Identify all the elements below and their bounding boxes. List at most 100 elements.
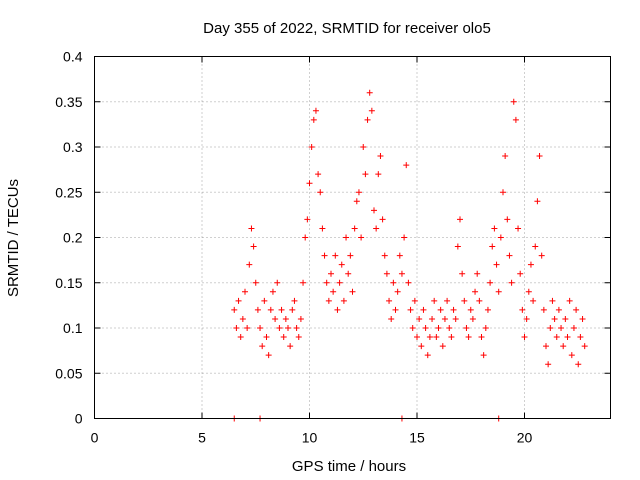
- data-point: [414, 334, 420, 341]
- data-point: [242, 288, 248, 295]
- y-tick-label: 0.4: [63, 49, 83, 65]
- data-point: [351, 225, 358, 232]
- data-point: [405, 279, 412, 286]
- data-point: [285, 325, 291, 331]
- data-point: [444, 297, 451, 304]
- data-point: [267, 306, 274, 313]
- data-point: [280, 334, 287, 341]
- data-point: [345, 270, 352, 277]
- data-point: [409, 325, 416, 331]
- data-point: [334, 306, 341, 313]
- data-point: [278, 306, 285, 313]
- data-point: [463, 325, 470, 331]
- data-point: [304, 216, 311, 223]
- data-point: [435, 325, 442, 331]
- data-point: [545, 361, 552, 368]
- data-point: [534, 198, 541, 205]
- y-tick-label: 0.25: [55, 184, 82, 200]
- data-point: [562, 315, 569, 322]
- data-point: [426, 334, 433, 341]
- data-point: [237, 334, 244, 341]
- data-point: [551, 315, 558, 322]
- data-point: [573, 306, 580, 313]
- data-point: [347, 252, 354, 259]
- data-point: [480, 352, 487, 359]
- data-point: [564, 334, 571, 341]
- data-point: [377, 153, 384, 160]
- data-point: [476, 297, 483, 304]
- data-point: [330, 288, 337, 295]
- data-point: [517, 270, 524, 277]
- data-point: [276, 325, 283, 331]
- data-point: [252, 279, 259, 286]
- data-point: [459, 270, 466, 277]
- data-point: [566, 297, 573, 304]
- data-point: [407, 306, 414, 313]
- data-point: [317, 189, 324, 196]
- y-axis-label: SRMTID / TECUs: [5, 179, 22, 297]
- data-point: [437, 306, 444, 313]
- data-point: [523, 315, 530, 322]
- data-point: [411, 297, 418, 304]
- data-point: [478, 334, 485, 341]
- data-point: [340, 297, 347, 304]
- x-tick-label: 20: [517, 430, 533, 446]
- data-point: [368, 107, 375, 114]
- data-point: [265, 352, 272, 359]
- data-point: [390, 279, 397, 286]
- x-tick-label: 5: [198, 430, 206, 446]
- data-point: [319, 225, 326, 232]
- data-point: [512, 116, 519, 123]
- data-point: [403, 162, 410, 169]
- data-point: [493, 261, 500, 268]
- data-point: [332, 252, 339, 259]
- y-tick-label: 0.35: [55, 94, 82, 110]
- data-points: [231, 89, 588, 422]
- data-point: [231, 306, 238, 313]
- grid: [94, 56, 611, 419]
- data-point: [549, 297, 556, 304]
- data-point: [532, 243, 539, 250]
- data-point: [394, 288, 401, 295]
- data-point: [246, 261, 253, 268]
- data-point: [244, 325, 251, 331]
- data-point: [269, 288, 276, 295]
- data-point: [457, 216, 463, 223]
- data-point: [469, 315, 476, 322]
- data-point: [497, 234, 504, 241]
- data-point: [568, 352, 575, 359]
- data-point: [555, 306, 562, 313]
- data-point: [446, 325, 453, 331]
- data-point: [454, 243, 461, 250]
- data-point: [274, 279, 281, 286]
- y-tick-label: 0.1: [63, 320, 83, 336]
- x-tick-label: 10: [302, 430, 318, 446]
- data-point: [543, 343, 549, 350]
- data-point: [487, 279, 494, 286]
- data-point: [287, 343, 294, 350]
- data-point: [375, 171, 382, 178]
- data-point: [312, 107, 319, 114]
- data-point: [530, 297, 537, 304]
- data-point: [349, 288, 356, 295]
- data-point: [355, 189, 362, 196]
- data-point: [297, 315, 304, 322]
- data-point: [558, 325, 565, 331]
- data-point: [358, 234, 365, 241]
- data-point: [386, 297, 393, 304]
- data-point: [579, 315, 586, 322]
- data-point: [515, 225, 522, 232]
- data-point: [508, 279, 515, 286]
- axis-ticks: 0 0.05 0.1 0.15 0.2 0.25 0.3 0.35 0.4 0 5 10 15 20: [55, 49, 611, 446]
- data-point: [553, 334, 560, 341]
- data-point: [465, 334, 472, 341]
- data-point: [431, 297, 438, 304]
- data-point: [306, 180, 313, 187]
- data-point: [506, 252, 513, 259]
- data-point: [338, 261, 345, 268]
- data-point: [308, 144, 315, 150]
- data-point: [560, 343, 567, 350]
- data-point: [364, 116, 371, 123]
- data-point: [547, 325, 554, 331]
- data-point: [239, 315, 246, 322]
